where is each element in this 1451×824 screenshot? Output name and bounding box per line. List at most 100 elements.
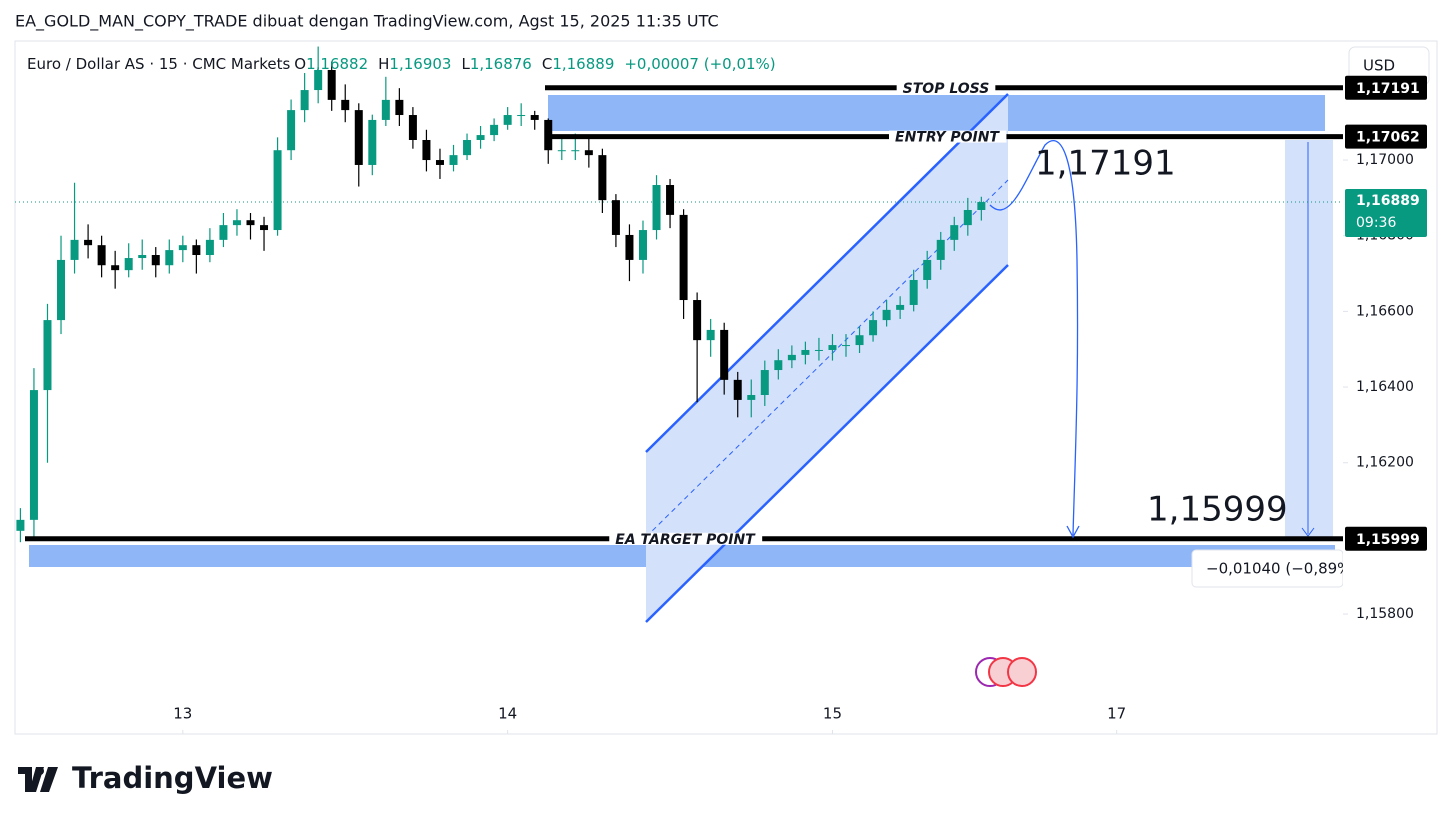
candle-body bbox=[774, 360, 783, 371]
ohlc-value: 1,16903 bbox=[389, 55, 451, 73]
candle-body bbox=[219, 225, 228, 240]
candle-body bbox=[232, 220, 241, 226]
symbol-legend: Euro / Dollar AS · 15 · CMC Markets O1,16… bbox=[27, 55, 776, 73]
ohlc-value: 1,16876 bbox=[470, 55, 532, 73]
logo-mark bbox=[40, 767, 58, 792]
level-price-label: 1,15999 bbox=[1356, 532, 1420, 548]
ohlc-key: H bbox=[378, 55, 389, 73]
candle-body bbox=[395, 99, 404, 116]
candle-body bbox=[422, 139, 431, 161]
logo-dot bbox=[36, 767, 44, 775]
candle-body bbox=[706, 329, 715, 341]
measure-box bbox=[1285, 140, 1333, 538]
candle-body bbox=[463, 139, 472, 156]
candle-body bbox=[598, 155, 607, 201]
candle-body bbox=[124, 258, 133, 271]
candle-body bbox=[435, 160, 444, 165]
candle-body bbox=[652, 185, 661, 231]
stop-zone bbox=[548, 95, 1325, 131]
candle-body bbox=[733, 379, 742, 400]
frame bbox=[14, 40, 1438, 735]
y-tick-label: 1,16200 bbox=[1356, 455, 1414, 471]
channel-lower bbox=[645, 264, 1009, 623]
candle-body bbox=[517, 115, 526, 117]
candle-body bbox=[896, 304, 905, 310]
candle-body bbox=[869, 320, 878, 336]
projection-arrow-head bbox=[1066, 525, 1080, 539]
candle-body bbox=[814, 349, 823, 351]
candle-body bbox=[165, 250, 174, 266]
y-tick-label: 1,17000 bbox=[1356, 152, 1414, 168]
candle-body bbox=[530, 115, 539, 120]
candle-body bbox=[84, 239, 93, 246]
candle-body bbox=[611, 200, 620, 235]
level-price-box bbox=[1345, 124, 1427, 149]
candle-body bbox=[97, 245, 106, 266]
candle-body bbox=[490, 124, 499, 136]
candle-body bbox=[842, 345, 851, 347]
candle-body bbox=[882, 309, 891, 321]
candle-body bbox=[584, 150, 593, 156]
candle-body bbox=[557, 150, 566, 152]
ohlc-key: C bbox=[542, 55, 552, 73]
candle-body bbox=[408, 115, 417, 140]
candle-body bbox=[192, 245, 201, 256]
candle-body bbox=[787, 354, 796, 361]
ohlc-key: L bbox=[461, 55, 470, 73]
candle-body bbox=[246, 220, 255, 226]
level-name-bg bbox=[889, 130, 1007, 143]
candle-body bbox=[354, 110, 363, 165]
candle-body bbox=[300, 90, 309, 111]
event-icon bbox=[1007, 657, 1037, 687]
candle-body bbox=[666, 185, 675, 215]
candle-body bbox=[950, 225, 959, 240]
level-name: EA TARGET POINT bbox=[615, 532, 756, 548]
candle-body bbox=[449, 155, 458, 165]
caption: EA_GOLD_MAN_COPY_TRADE dibuat dengan Tra… bbox=[15, 12, 719, 32]
candle-body bbox=[936, 239, 945, 260]
candle-body bbox=[205, 239, 214, 256]
candle-body bbox=[760, 370, 769, 395]
change: +0,00007 (+0,01%) bbox=[624, 55, 775, 73]
level-price-box bbox=[1345, 526, 1427, 551]
candle-body bbox=[625, 234, 634, 260]
ohlc-key: O bbox=[294, 55, 306, 73]
x-tick-label: 17 bbox=[1107, 705, 1126, 723]
last-price-box bbox=[1345, 189, 1427, 238]
candle-body bbox=[287, 110, 296, 151]
event-icons bbox=[975, 657, 1037, 687]
measure-arrow-head bbox=[1301, 527, 1315, 537]
candle-body bbox=[341, 99, 350, 111]
candle-body bbox=[151, 255, 160, 266]
y-tick-label: 1,16400 bbox=[1356, 379, 1414, 395]
level-price-box bbox=[1345, 75, 1427, 100]
annotation: 1,17191 bbox=[1035, 144, 1176, 184]
x-tick-label: 15 bbox=[823, 705, 842, 723]
candle-body bbox=[273, 150, 282, 231]
level-name: ENTRY POINT bbox=[895, 130, 1000, 146]
candle-body bbox=[327, 69, 336, 100]
candle-body bbox=[638, 230, 647, 260]
brand: TradingView bbox=[72, 761, 273, 795]
candle-body bbox=[855, 335, 864, 346]
candle-body bbox=[828, 345, 837, 350]
level-name: STOP LOSS bbox=[903, 81, 990, 97]
candle-body bbox=[963, 209, 972, 226]
logo bbox=[18, 767, 58, 792]
candle-body bbox=[314, 69, 323, 91]
candle-body bbox=[977, 202, 986, 210]
x-tick-label: 13 bbox=[173, 705, 192, 723]
projection-curve bbox=[989, 140, 1079, 536]
candle-body bbox=[720, 329, 729, 380]
candle-body bbox=[381, 99, 390, 120]
ohlc-value: 1,16882 bbox=[306, 55, 368, 73]
price-axis bbox=[1343, 42, 1436, 733]
last-price-label: 1,16889 bbox=[1356, 193, 1420, 209]
currency[interactable]: USD bbox=[1363, 57, 1395, 75]
candle-body bbox=[178, 245, 187, 251]
level-price-label: 1,17191 bbox=[1356, 81, 1420, 97]
candle-body bbox=[138, 255, 147, 259]
annotation: 1,15999 bbox=[1147, 490, 1288, 530]
candle-body bbox=[43, 320, 52, 391]
